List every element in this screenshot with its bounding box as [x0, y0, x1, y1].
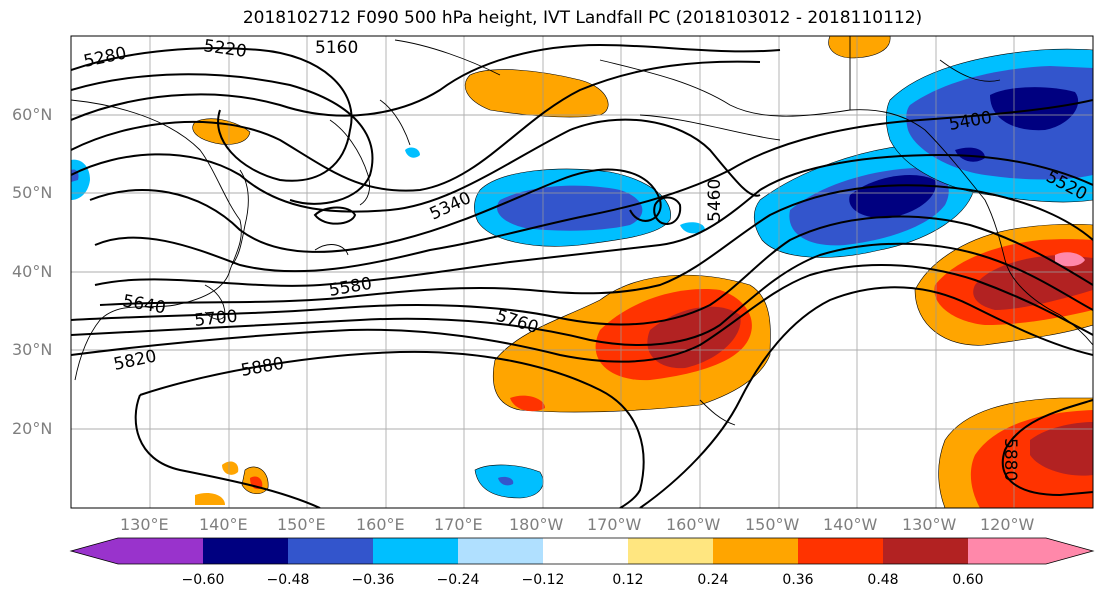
- colorbar-segment: [883, 538, 968, 564]
- lon-label: 140°E: [199, 515, 248, 534]
- lon-label: 180°W: [509, 515, 564, 534]
- colorbar: [69, 537, 1095, 565]
- lon-label: 130°E: [120, 515, 169, 534]
- lon-label: 170°E: [434, 515, 483, 534]
- colorbar-tick-label: −0.48: [266, 572, 310, 588]
- lat-label: 30°N: [12, 340, 53, 359]
- colorbar-segment: [628, 538, 713, 564]
- height-contours: [71, 43, 1093, 508]
- colorbar-tick-label: 0.60: [952, 572, 984, 588]
- map-title: 2018102712 F090 500 hPa height, IVT Land…: [242, 8, 923, 28]
- contour-label: 5700: [193, 307, 238, 331]
- colorbar-segment: [458, 538, 543, 564]
- lat-label: 40°N: [12, 262, 53, 281]
- colorbar-extend-high: [1046, 538, 1093, 564]
- colorbar-tick-label: −0.36: [351, 572, 395, 588]
- map-area: 5160 5220 5280 5340 5400 5460 5520 5580 …: [71, 36, 1093, 508]
- colorbar-tick-label: 0.48: [867, 572, 899, 588]
- map-frame: [70, 35, 1094, 509]
- lon-label: 150°E: [277, 515, 326, 534]
- colorbar-segment: [543, 538, 628, 564]
- colorbar-segment: [203, 538, 288, 564]
- lat-label: 20°N: [12, 419, 53, 438]
- contour-label: 5460: [705, 179, 725, 222]
- lon-label: 160°W: [666, 515, 721, 534]
- contour-label: 5160: [315, 38, 358, 58]
- colorbar-tick-label: −0.60: [181, 572, 225, 588]
- lon-label: 120°W: [980, 515, 1035, 534]
- colorbar-segment: [373, 538, 458, 564]
- lon-label: 170°W: [587, 515, 642, 534]
- colorbar-extend-low: [71, 538, 118, 564]
- colorbar-tick-label: 0.24: [697, 572, 729, 588]
- colorbar-tick-label: 0.12: [612, 572, 644, 588]
- colorbar-segment: [968, 538, 1046, 564]
- lat-label: 60°N: [12, 105, 53, 124]
- lat-label: 50°N: [12, 183, 53, 202]
- colorbar-tick-label: 0.36: [782, 572, 814, 588]
- gridlines: [71, 36, 1093, 508]
- lon-label: 140°W: [823, 515, 878, 534]
- colorbar-segment: [118, 538, 203, 564]
- lon-label: 130°W: [902, 515, 957, 534]
- colorbar-segment: [798, 538, 883, 564]
- colorbar-segment: [713, 538, 798, 564]
- coastlines: [71, 36, 1093, 426]
- lon-label: 150°W: [745, 515, 800, 534]
- colorbar-tick-label: −0.24: [436, 572, 480, 588]
- contour-label: 5880: [1000, 438, 1020, 481]
- colorbar-segment: [288, 538, 373, 564]
- lon-label: 160°E: [356, 515, 405, 534]
- colorbar-tick-label: −0.12: [521, 572, 565, 588]
